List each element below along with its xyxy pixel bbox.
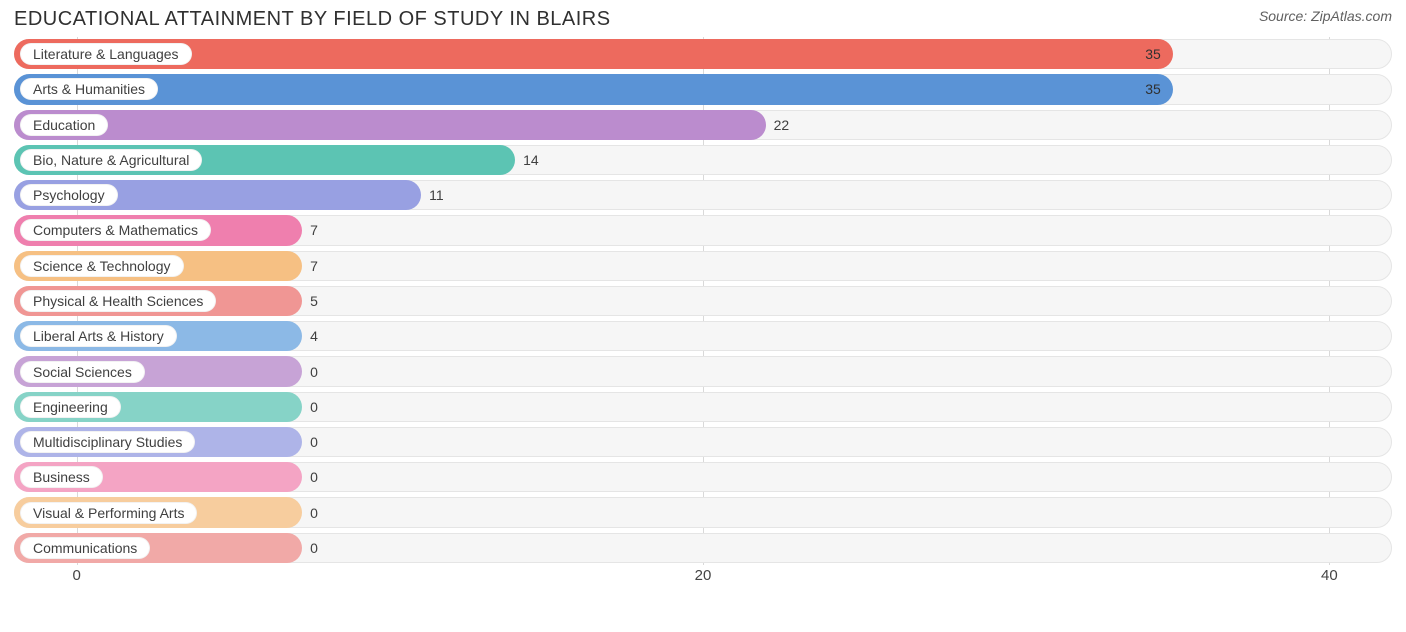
bar-label-pill: Multidisciplinary Studies xyxy=(20,431,195,453)
bar-row: Psychology 11 xyxy=(14,180,1392,210)
bar-row: Liberal Arts & History 4 xyxy=(14,321,1392,351)
bar-label-pill: Visual & Performing Arts xyxy=(20,502,197,524)
bar-row: Education 22 xyxy=(14,110,1392,140)
bar-row: Bio, Nature & Agricultural 14 xyxy=(14,145,1392,175)
bar-value: 35 xyxy=(1145,81,1161,97)
bar-label-pill: Engineering xyxy=(20,396,121,418)
bar-label-pill: Psychology xyxy=(20,184,118,206)
bar-value: 22 xyxy=(774,117,790,133)
bar-label-pill: Bio, Nature & Agricultural xyxy=(20,149,202,171)
bar-value: 0 xyxy=(310,399,318,415)
bar-value: 7 xyxy=(310,222,318,238)
bar-value: 7 xyxy=(310,258,318,274)
x-tick-label: 40 xyxy=(1321,567,1338,584)
chart-source: Source: ZipAtlas.com xyxy=(1259,8,1392,24)
bar-row: Communications 0 xyxy=(14,533,1392,563)
chart-header: EDUCATIONAL ATTAINMENT BY FIELD OF STUDY… xyxy=(14,8,1392,31)
chart-title: EDUCATIONAL ATTAINMENT BY FIELD OF STUDY… xyxy=(14,8,611,31)
bar-row: Visual & Performing Arts 0 xyxy=(14,497,1392,527)
bar-row: Business 0 xyxy=(14,462,1392,492)
bar-value: 35 xyxy=(1145,46,1161,62)
bar-label-pill: Business xyxy=(20,466,103,488)
bar-label-pill: Computers & Mathematics xyxy=(20,219,211,241)
bar-label-pill: Communications xyxy=(20,537,150,559)
x-tick-label: 0 xyxy=(72,567,80,584)
bar-row: Physical & Health Sciences 5 xyxy=(14,286,1392,316)
bar xyxy=(14,110,766,140)
bar-row: Arts & Humanities 35 xyxy=(14,74,1392,104)
bar-label-pill: Literature & Languages xyxy=(20,43,192,65)
bar-value: 0 xyxy=(310,364,318,380)
bar-label-pill: Liberal Arts & History xyxy=(20,325,177,347)
bar-value: 5 xyxy=(310,293,318,309)
bar-rows: Literature & Languages35Arts & Humanitie… xyxy=(14,39,1392,563)
bar-value: 0 xyxy=(310,540,318,556)
chart-container: EDUCATIONAL ATTAINMENT BY FIELD OF STUDY… xyxy=(0,0,1406,632)
bar-label-pill: Physical & Health Sciences xyxy=(20,290,216,312)
bar-label-pill: Science & Technology xyxy=(20,255,184,277)
bar-row: Literature & Languages 35 xyxy=(14,39,1392,69)
x-axis: 0 20 40 xyxy=(14,563,1392,587)
bar-value: 14 xyxy=(523,152,539,168)
bar-row: Multidisciplinary Studies 0 xyxy=(14,427,1392,457)
bar-row: Engineering 0 xyxy=(14,392,1392,422)
bar xyxy=(14,74,1173,104)
bar-value: 0 xyxy=(310,434,318,450)
bar-row: Science & Technology 7 xyxy=(14,251,1392,281)
bar-label-pill: Education xyxy=(20,114,108,136)
bar-label-pill: Arts & Humanities xyxy=(20,78,158,100)
bar-label-pill: Social Sciences xyxy=(20,361,145,383)
bar-row: Social Sciences 0 xyxy=(14,356,1392,386)
plot-area: Literature & Languages35Arts & Humanitie… xyxy=(14,39,1392,587)
x-tick-label: 20 xyxy=(695,567,712,584)
bar-value: 11 xyxy=(429,187,444,203)
bar-value: 0 xyxy=(310,505,318,521)
bar-value: 4 xyxy=(310,328,318,344)
bar-row: Computers & Mathematics 7 xyxy=(14,215,1392,245)
bar-value: 0 xyxy=(310,469,318,485)
